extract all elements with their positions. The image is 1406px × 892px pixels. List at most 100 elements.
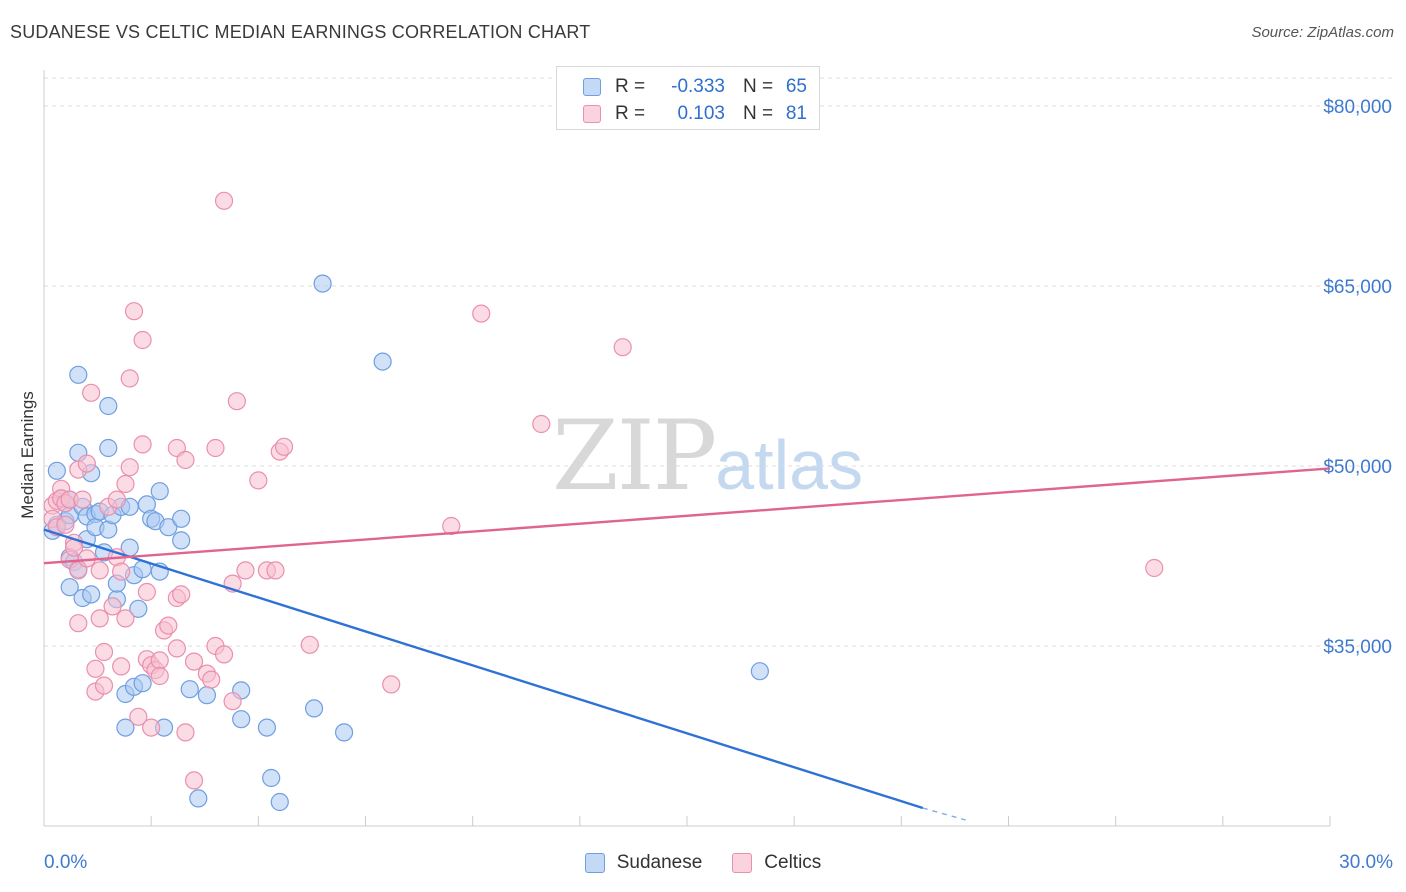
point-sudanese <box>172 531 191 550</box>
point-celtics <box>73 490 92 509</box>
point-celtics <box>532 414 551 434</box>
point-celtics <box>472 304 491 323</box>
point-sudanese <box>172 509 191 528</box>
point-celtics <box>86 659 105 678</box>
x-tick-label: 30.0% <box>1339 852 1393 873</box>
point-sudanese <box>60 578 79 597</box>
point-celtics <box>120 369 139 388</box>
watermark-atlas: atlas <box>715 426 864 504</box>
point-celtics <box>206 438 225 458</box>
point-sudanese <box>159 518 178 537</box>
point-celtics <box>150 666 169 686</box>
point-celtics <box>69 614 88 633</box>
point-celtics <box>1145 558 1164 578</box>
point-sudanese <box>257 718 277 737</box>
point-celtics <box>77 454 96 473</box>
point-celtics <box>300 635 319 654</box>
point-celtics <box>159 616 178 635</box>
point-celtics <box>103 597 122 616</box>
point-sudanese <box>82 585 101 604</box>
y-tick-label: $50,000 <box>1323 457 1392 478</box>
point-sudanese <box>150 482 169 501</box>
watermark: ZIPatlas <box>552 400 863 512</box>
legend-n-label: N = <box>743 76 774 97</box>
point-celtics <box>274 437 294 456</box>
point-sudanese <box>189 789 208 808</box>
point-celtics <box>56 515 75 534</box>
point-celtics <box>266 561 285 580</box>
point-sudanese <box>129 599 148 618</box>
point-celtics <box>137 582 156 602</box>
point-sudanese <box>334 723 354 742</box>
source-label: Source: ZipAtlas.com <box>1251 24 1394 41</box>
trend-line-sudanese <box>43 528 924 810</box>
point-celtics <box>442 516 461 536</box>
point-sudanese <box>232 710 251 729</box>
point-sudanese <box>197 686 216 705</box>
point-celtics <box>94 642 114 662</box>
point-celtics <box>223 692 242 711</box>
point-celtics <box>184 652 204 671</box>
point-celtics <box>129 707 148 726</box>
point-celtics <box>133 330 152 350</box>
y-tick-label: $35,000 <box>1323 637 1392 658</box>
point-celtics <box>107 490 126 509</box>
legend-label-sudanese: Sudanese <box>616 852 703 873</box>
legend-n-label: N = <box>743 103 774 124</box>
point-celtics <box>613 338 632 357</box>
point-sudanese <box>373 352 392 371</box>
series-legend: Sudanese Celtics <box>0 852 1406 874</box>
point-sudanese <box>180 680 199 699</box>
point-celtics <box>124 302 144 321</box>
point-celtics <box>90 561 109 580</box>
legend-r-value: 0.103 <box>677 103 725 124</box>
trend-line-celtics <box>43 467 1331 565</box>
legend-swatch-sudanese <box>583 78 601 96</box>
point-celtics <box>176 723 195 742</box>
point-celtics <box>382 675 401 694</box>
point-celtics <box>90 609 109 628</box>
legend-item-celtics[interactable]: Celtics <box>732 852 821 874</box>
point-sudanese <box>99 396 118 416</box>
point-sudanese <box>750 662 769 681</box>
point-celtics <box>150 651 169 670</box>
legend-row-sudanese: R = -0.333 N = 65 <box>583 75 807 99</box>
point-celtics <box>116 474 135 494</box>
point-sudanese <box>270 792 289 812</box>
legend-row-celtics: R = 0.103 N = 81 <box>583 102 807 126</box>
point-celtics <box>82 383 101 402</box>
legend-r-label: R = <box>615 76 646 97</box>
trend-extension-sudanese <box>922 807 966 821</box>
point-sudanese <box>313 274 332 293</box>
point-sudanese <box>262 768 281 788</box>
point-celtics <box>167 639 186 658</box>
y-tick-label: $65,000 <box>1323 277 1392 298</box>
point-celtics <box>236 561 255 580</box>
point-celtics <box>176 450 195 470</box>
point-celtics <box>214 645 234 664</box>
point-sudanese <box>304 699 324 718</box>
point-celtics <box>202 670 221 689</box>
legend-item-sudanese[interactable]: Sudanese <box>584 852 703 874</box>
legend-swatch-sudanese <box>584 853 605 873</box>
point-celtics <box>142 718 161 737</box>
legend-r-label: R = <box>615 103 646 124</box>
chart-title: SUDANESE VS CELTIC MEDIAN EARNINGS CORRE… <box>10 22 591 42</box>
x-tick-label: 0.0% <box>44 852 87 873</box>
point-sudanese <box>69 365 88 384</box>
point-celtics <box>184 771 204 790</box>
point-sudanese <box>133 674 152 693</box>
point-celtics <box>116 609 135 628</box>
point-sudanese <box>47 461 66 480</box>
point-sudanese <box>116 718 135 737</box>
point-celtics <box>172 585 191 604</box>
legend-label-celtics: Celtics <box>764 852 822 873</box>
legend-n-value: 65 <box>785 76 807 97</box>
point-celtics <box>112 562 131 581</box>
point-celtics <box>94 676 114 695</box>
correlation-legend: R = -0.333 N = 65 R = 0.103 N = 81 <box>556 66 820 130</box>
legend-n-value: 81 <box>785 103 807 124</box>
legend-r-value: -0.333 <box>671 76 725 97</box>
point-celtics <box>120 458 139 477</box>
